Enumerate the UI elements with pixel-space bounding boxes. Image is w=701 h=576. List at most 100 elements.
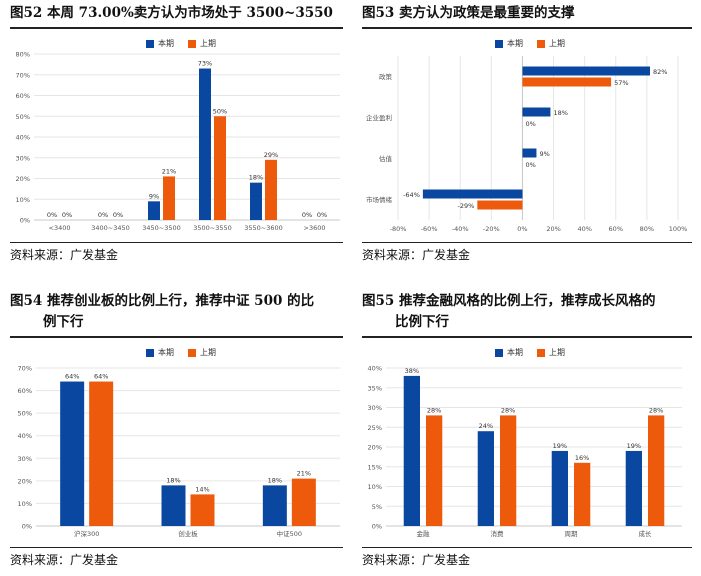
y-tick-label: 0% — [22, 523, 32, 531]
bar-previous — [522, 77, 612, 87]
bar-current — [522, 148, 537, 158]
fig54-title: 图54 推荐创业板的比例上行，推荐中证 500 的比 — [10, 293, 315, 309]
fig55-bar-chart: 0% 5% 10% 15% 20% 25% 30% 35% 40% 金融 38% 28% 消费 24% 28… — [368, 365, 682, 538]
data-label: 38% — [405, 367, 419, 375]
data-label: 18% — [268, 476, 282, 484]
bar-current — [625, 450, 642, 526]
x-tick-label: 3500~3550 — [193, 224, 232, 232]
fig55-source: 资料来源：广发基金 — [362, 553, 471, 567]
data-label: 0% — [113, 211, 123, 219]
legend-label-previous: 上期 — [200, 39, 216, 48]
bar-current — [60, 381, 85, 526]
fig54-title-line2: 例下行 — [43, 314, 84, 330]
y-tick-label: 0% — [372, 523, 382, 531]
bar-current — [262, 485, 287, 526]
data-label: 0% — [302, 211, 312, 219]
legend-swatch-current — [495, 348, 503, 357]
data-label: 73% — [198, 60, 212, 68]
bar-previous — [648, 415, 665, 526]
bar-previous — [500, 415, 517, 526]
fig52-source: 资料来源：广发基金 — [10, 248, 119, 262]
data-label: -29% — [458, 202, 475, 210]
y-tick-label: 30% — [18, 455, 32, 463]
bar-previous — [214, 116, 226, 220]
x-tick-label: 3450~3500 — [142, 224, 181, 232]
fig53-title-rule — [362, 27, 692, 29]
x-tick-label: -40% — [452, 225, 469, 233]
x-tick-label: 40% — [577, 225, 591, 233]
data-label: -64% — [403, 191, 420, 199]
data-label: 9% — [149, 192, 159, 200]
y-tick-label: 20% — [18, 477, 32, 485]
y-tick-label: 企业盈利 — [366, 113, 392, 122]
data-label: 0% — [47, 211, 57, 219]
legend-swatch-current — [146, 39, 154, 48]
fig54-legend: 本期 上期 — [146, 347, 216, 358]
data-label: 18% — [553, 109, 567, 117]
fig54-source: 资料来源：广发基金 — [10, 553, 119, 567]
x-tick-label: 金融 — [417, 529, 431, 538]
x-tick-label: -20% — [483, 225, 500, 233]
fig54-title-rule — [10, 336, 343, 338]
y-tick-label: 40% — [368, 365, 382, 373]
fig53-source: 资料来源：广发基金 — [362, 248, 471, 262]
data-label: 18% — [166, 476, 180, 484]
legend-swatch-current — [495, 39, 503, 48]
x-tick-label: -60% — [421, 225, 438, 233]
data-label: 64% — [65, 373, 79, 381]
y-tick-label: 50% — [16, 113, 30, 121]
y-tick-label: 政策 — [379, 72, 393, 81]
legend-label-previous: 上期 — [200, 348, 216, 357]
data-label: 0% — [98, 211, 108, 219]
fig52-legend: 本期 上期 — [146, 38, 216, 49]
data-label: 16% — [575, 454, 589, 462]
x-tick-label: 成长 — [639, 529, 653, 538]
y-tick-label: 25% — [368, 424, 382, 432]
bar-previous — [89, 381, 114, 526]
bar-previous — [163, 176, 175, 220]
y-tick-label: 10% — [18, 500, 32, 508]
x-tick-label: 100% — [669, 225, 688, 233]
bar-current — [199, 68, 211, 221]
bar-previous — [291, 478, 316, 526]
x-tick-label: <3400 — [49, 224, 71, 232]
fig52-title: 图52 本周 73.00%卖方认为市场处于 3500~3550 — [10, 5, 333, 21]
bar-previous — [190, 494, 215, 526]
data-label: 0% — [62, 211, 72, 219]
y-tick-label: 10% — [16, 196, 30, 204]
x-tick-label: 3550~3600 — [244, 224, 283, 232]
y-tick-label: 70% — [18, 365, 32, 373]
x-tick-label: 沪深300 — [74, 529, 99, 538]
data-label: 0% — [317, 211, 327, 219]
y-tick-label: 60% — [18, 387, 32, 395]
data-label: 0% — [525, 161, 535, 169]
x-tick-label: -80% — [390, 225, 407, 233]
bar-current — [403, 375, 420, 526]
fig55-title-rule — [362, 336, 692, 338]
bar-current — [422, 189, 523, 199]
legend-label-previous: 上期 — [549, 39, 565, 48]
fig52-bar-chart: 0% 10% 20% 30% 40% 50% 60% 70% 80% <3400 0% 0% 3400~… — [16, 51, 340, 232]
legend-label-current: 本期 — [158, 39, 174, 48]
bar-previous — [477, 200, 523, 210]
data-label: 57% — [614, 79, 628, 87]
legend-swatch-previous — [537, 348, 545, 357]
fig53-title: 图53 卖方认为政策是最重要的支撑 — [362, 5, 575, 21]
bar-previous — [265, 159, 277, 220]
y-tick-label: 15% — [368, 463, 382, 471]
y-tick-label: 30% — [368, 404, 382, 412]
y-tick-label: 20% — [16, 175, 30, 183]
fig55-bottom-rule — [362, 547, 692, 548]
y-tick-label: 估值 — [379, 154, 393, 163]
y-tick-label: 60% — [16, 92, 30, 100]
data-label: 64% — [94, 373, 108, 381]
bar-current — [161, 485, 186, 526]
data-label: 14% — [195, 485, 209, 493]
fig55-title-line2: 比例下行 — [395, 314, 449, 330]
y-tick-label: 70% — [16, 71, 30, 79]
bar-current — [250, 182, 262, 220]
bar-previous — [426, 415, 443, 526]
legend-swatch-previous — [188, 348, 196, 357]
bar-current — [148, 201, 160, 220]
data-label: 82% — [653, 68, 667, 76]
